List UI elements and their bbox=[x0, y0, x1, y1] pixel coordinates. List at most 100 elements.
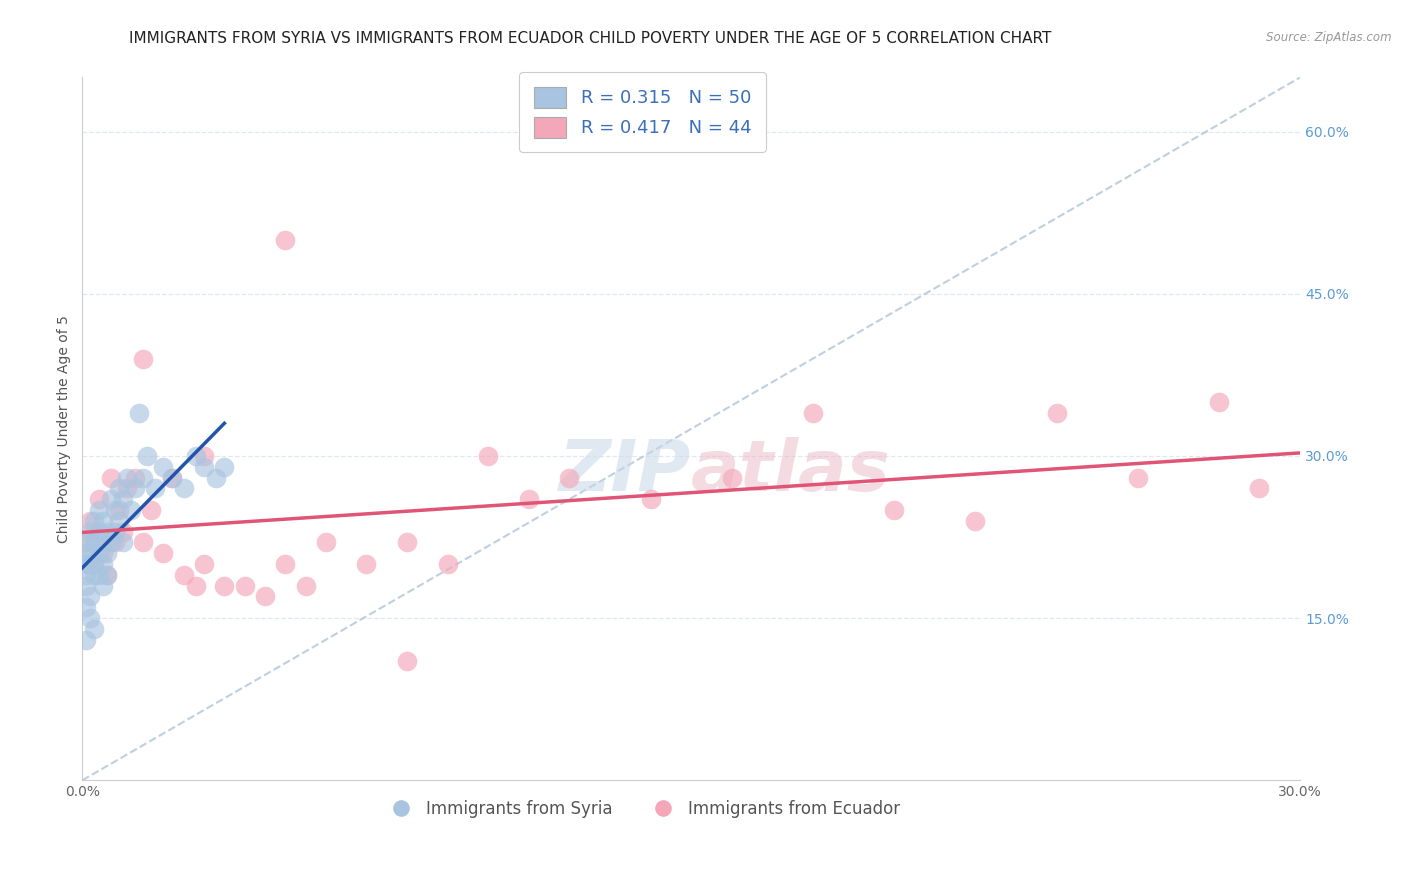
Point bbox=[1045, 406, 1067, 420]
Point bbox=[436, 557, 458, 571]
Point bbox=[160, 470, 183, 484]
Point bbox=[100, 535, 122, 549]
Point bbox=[87, 524, 110, 539]
Point bbox=[132, 351, 155, 366]
Text: ZIP: ZIP bbox=[560, 436, 692, 506]
Point bbox=[96, 567, 118, 582]
Point bbox=[91, 535, 114, 549]
Point bbox=[104, 535, 127, 549]
Point bbox=[1208, 394, 1230, 409]
Point bbox=[558, 470, 581, 484]
Point bbox=[87, 492, 110, 507]
Point bbox=[965, 514, 987, 528]
Text: Source: ZipAtlas.com: Source: ZipAtlas.com bbox=[1267, 31, 1392, 45]
Point bbox=[173, 567, 195, 582]
Text: atlas: atlas bbox=[692, 436, 891, 506]
Point bbox=[193, 459, 215, 474]
Point bbox=[214, 459, 236, 474]
Point bbox=[75, 557, 97, 571]
Point bbox=[205, 470, 228, 484]
Point bbox=[79, 611, 101, 625]
Point bbox=[193, 449, 215, 463]
Point bbox=[141, 503, 163, 517]
Point bbox=[111, 524, 134, 539]
Point bbox=[1126, 470, 1149, 484]
Point bbox=[83, 557, 105, 571]
Y-axis label: Child Poverty Under the Age of 5: Child Poverty Under the Age of 5 bbox=[58, 315, 72, 543]
Point bbox=[356, 557, 378, 571]
Point bbox=[91, 579, 114, 593]
Point bbox=[294, 579, 316, 593]
Point bbox=[75, 579, 97, 593]
Point bbox=[274, 233, 297, 247]
Point bbox=[96, 524, 118, 539]
Point bbox=[214, 579, 236, 593]
Point bbox=[152, 459, 174, 474]
Point bbox=[108, 514, 131, 528]
Point bbox=[315, 535, 337, 549]
Point bbox=[79, 535, 101, 549]
Point bbox=[253, 590, 276, 604]
Point bbox=[160, 470, 183, 484]
Point bbox=[87, 546, 110, 560]
Point bbox=[83, 557, 105, 571]
Point bbox=[120, 503, 142, 517]
Point bbox=[124, 470, 146, 484]
Point bbox=[75, 632, 97, 647]
Point bbox=[115, 481, 138, 495]
Point bbox=[517, 492, 540, 507]
Legend: Immigrants from Syria, Immigrants from Ecuador: Immigrants from Syria, Immigrants from E… bbox=[378, 793, 907, 825]
Point bbox=[83, 514, 105, 528]
Point bbox=[193, 557, 215, 571]
Point bbox=[883, 503, 905, 517]
Point bbox=[87, 503, 110, 517]
Text: IMMIGRANTS FROM SYRIA VS IMMIGRANTS FROM ECUADOR CHILD POVERTY UNDER THE AGE OF : IMMIGRANTS FROM SYRIA VS IMMIGRANTS FROM… bbox=[129, 31, 1052, 46]
Point bbox=[104, 524, 127, 539]
Point bbox=[87, 567, 110, 582]
Point bbox=[184, 579, 207, 593]
Point bbox=[132, 535, 155, 549]
Point bbox=[79, 524, 101, 539]
Point bbox=[96, 546, 118, 560]
Point bbox=[75, 600, 97, 615]
Point bbox=[75, 567, 97, 582]
Point bbox=[108, 481, 131, 495]
Point bbox=[83, 567, 105, 582]
Point bbox=[233, 579, 256, 593]
Point bbox=[91, 546, 114, 560]
Point bbox=[640, 492, 662, 507]
Point bbox=[115, 470, 138, 484]
Point bbox=[79, 514, 101, 528]
Point bbox=[75, 546, 97, 560]
Point bbox=[83, 535, 105, 549]
Point bbox=[143, 481, 166, 495]
Point bbox=[124, 481, 146, 495]
Point bbox=[79, 546, 101, 560]
Point bbox=[75, 535, 97, 549]
Point bbox=[173, 481, 195, 495]
Point bbox=[100, 492, 122, 507]
Point bbox=[104, 503, 127, 517]
Point bbox=[152, 546, 174, 560]
Point bbox=[128, 406, 150, 420]
Point bbox=[477, 449, 499, 463]
Point bbox=[96, 567, 118, 582]
Point bbox=[274, 557, 297, 571]
Point bbox=[395, 535, 418, 549]
Point bbox=[79, 557, 101, 571]
Point bbox=[83, 622, 105, 636]
Point bbox=[111, 535, 134, 549]
Point bbox=[108, 503, 131, 517]
Point bbox=[136, 449, 159, 463]
Point bbox=[91, 557, 114, 571]
Point bbox=[100, 470, 122, 484]
Point bbox=[1249, 481, 1271, 495]
Point bbox=[79, 590, 101, 604]
Point bbox=[395, 654, 418, 668]
Point bbox=[720, 470, 742, 484]
Point bbox=[184, 449, 207, 463]
Point bbox=[91, 514, 114, 528]
Point bbox=[111, 492, 134, 507]
Point bbox=[132, 470, 155, 484]
Point bbox=[801, 406, 824, 420]
